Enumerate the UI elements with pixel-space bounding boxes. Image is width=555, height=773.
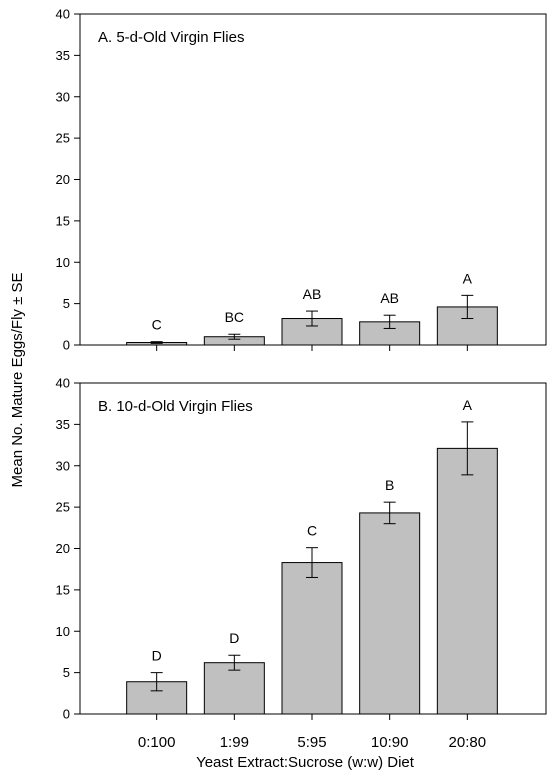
x-tick-label: 10:90: [371, 734, 409, 751]
y-tick-label: 35: [56, 417, 70, 432]
significance-letter: D: [152, 648, 162, 664]
x-tick-label: 0:100: [138, 734, 176, 751]
panel-a: 0 5 10 15 20 25 30 35 40 A. 5-d-Old Virgin Flies C…: [56, 7, 547, 353]
significance-letter: B: [385, 477, 394, 493]
y-tick-label: 20: [56, 541, 70, 556]
y-tick-label: 20: [56, 172, 70, 187]
significance-letter: BC: [225, 309, 244, 325]
y-tick-label: 25: [56, 131, 70, 146]
significance-letter: A: [463, 397, 473, 413]
y-tick-label: 25: [56, 500, 70, 515]
y-tick-label: 5: [63, 665, 70, 680]
y-tick-label: 10: [56, 255, 70, 270]
x-axis-label: Yeast Extract:Sucrose (w:w) Diet: [196, 754, 415, 771]
significance-letter: A: [463, 270, 473, 286]
y-tick-label: 0: [63, 707, 70, 722]
y-tick-label: 15: [56, 213, 70, 228]
y-axis-label: Mean No. Mature Eggs/Fly ± SE: [9, 273, 26, 488]
y-tick-label: 40: [56, 376, 70, 391]
bar: [359, 512, 421, 715]
bar: [436, 447, 498, 715]
y-tick-label: 35: [56, 48, 70, 63]
significance-letter: D: [229, 630, 239, 646]
significance-letter: C: [152, 317, 162, 333]
y-tick-label: 30: [56, 458, 70, 473]
x-tick-label: 20:80: [449, 734, 487, 751]
y-tick-label: 0: [63, 338, 70, 353]
y-tick-label: 40: [56, 7, 70, 22]
y-tick-label: 5: [63, 296, 70, 311]
panel-title: A. 5-d-Old Virgin Flies: [98, 29, 244, 46]
y-tick-label: 15: [56, 582, 70, 597]
panel-title: B. 10-d-Old Virgin Flies: [98, 398, 253, 415]
bar: [281, 562, 343, 715]
significance-letter: AB: [380, 290, 399, 306]
significance-letter: C: [307, 523, 317, 539]
x-tick-label: 1:99: [220, 734, 249, 751]
x-tick-label: 5:95: [297, 734, 326, 751]
y-tick-label: 30: [56, 89, 70, 104]
y-tick-label: 10: [56, 624, 70, 639]
significance-letter: AB: [303, 286, 322, 302]
panel-b: 0 5 10 15 20 25 30 35 40 B. 10-d-Old Virgin Flies…: [56, 376, 547, 751]
